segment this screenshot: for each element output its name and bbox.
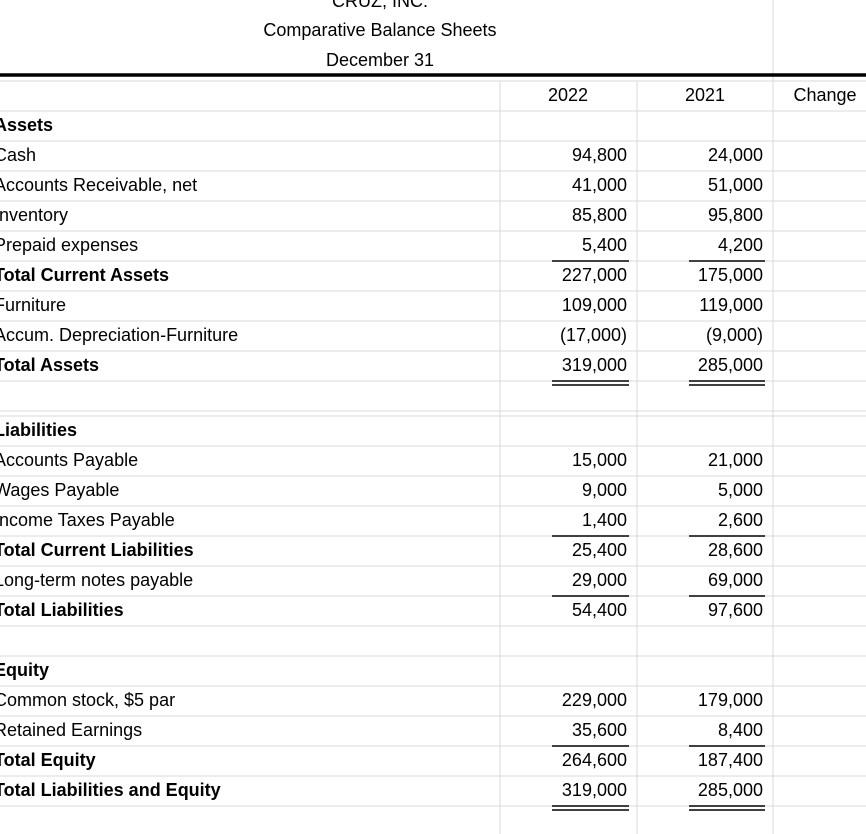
cell-value: 119,000: [699, 295, 763, 315]
row-label: Prepaid expenses: [0, 235, 138, 255]
row-label: Long-term notes payable: [0, 570, 193, 590]
cell-value: 227,000: [562, 265, 627, 285]
column-header: 2021: [685, 85, 725, 105]
row-label: Furniture: [0, 295, 66, 315]
cell-value: 15,000: [572, 450, 627, 470]
row-label: Cash: [0, 145, 36, 165]
cell-value: 35,600: [572, 720, 627, 740]
row-label: Accounts Receivable, net: [0, 175, 197, 195]
cell-value: 5,400: [582, 235, 627, 255]
cell-value: 5,000: [718, 480, 763, 500]
cell-value: 54,400: [572, 600, 627, 620]
cell-value: 179,000: [698, 690, 763, 710]
sheet-title: Comparative Balance Sheets: [263, 20, 496, 40]
column-header: 2022: [548, 85, 588, 105]
cell-value: 8,400: [718, 720, 763, 740]
cell-value: 109,000: [562, 295, 627, 315]
cell-value: (9,000): [706, 325, 763, 345]
cell-value: 24,000: [708, 145, 763, 165]
cell-value: 175,000: [698, 265, 763, 285]
cell-value: 1,400: [582, 510, 627, 530]
cell-value: 69,000: [708, 570, 763, 590]
cell-value: 319,000: [562, 355, 627, 375]
sheet-date: December 31: [326, 50, 434, 70]
cell-value: 41,000: [572, 175, 627, 195]
row-label: Total Current Liabilities: [0, 540, 194, 560]
row-label: Retained Earnings: [0, 720, 142, 740]
row-label: Total Current Assets: [0, 265, 169, 285]
cell-value: 85,800: [572, 205, 627, 225]
row-label: Accum. Depreciation-Furniture: [0, 325, 238, 345]
cell-value: (17,000): [560, 325, 627, 345]
row-label: Assets: [0, 115, 53, 135]
row-label: Equity: [0, 660, 49, 680]
cell-value: 94,800: [572, 145, 627, 165]
cell-value: 95,800: [708, 205, 763, 225]
cell-value: 285,000: [698, 355, 763, 375]
cell-value: 187,400: [698, 750, 763, 770]
row-label: Total Equity: [0, 750, 96, 770]
cell-value: 2,600: [718, 510, 763, 530]
company-name: CRUZ, INC.: [332, 0, 428, 11]
cell-value: 285,000: [698, 780, 763, 800]
cell-value: 51,000: [708, 175, 763, 195]
cell-value: 4,200: [718, 235, 763, 255]
cell-value: 21,000: [708, 450, 763, 470]
row-label: Liabilities: [0, 420, 77, 440]
cell-value: 29,000: [572, 570, 627, 590]
cell-value: 264,600: [562, 750, 627, 770]
column-header: Change: [793, 85, 856, 105]
cell-value: 9,000: [582, 480, 627, 500]
row-label: Common stock, $5 par: [0, 690, 175, 710]
row-label: Wages Payable: [0, 480, 119, 500]
row-label: Total Assets: [0, 355, 99, 375]
cell-value: 229,000: [562, 690, 627, 710]
row-label: Total Liabilities and Equity: [0, 780, 221, 800]
cell-value: 28,600: [708, 540, 763, 560]
row-label: Inventory: [0, 205, 68, 225]
cell-value: 319,000: [562, 780, 627, 800]
row-label: Income Taxes Payable: [0, 510, 175, 530]
row-label: Total Liabilities: [0, 600, 124, 620]
row-label: Accounts Payable: [0, 450, 138, 470]
cell-value: 25,400: [572, 540, 627, 560]
cell-value: 97,600: [708, 600, 763, 620]
